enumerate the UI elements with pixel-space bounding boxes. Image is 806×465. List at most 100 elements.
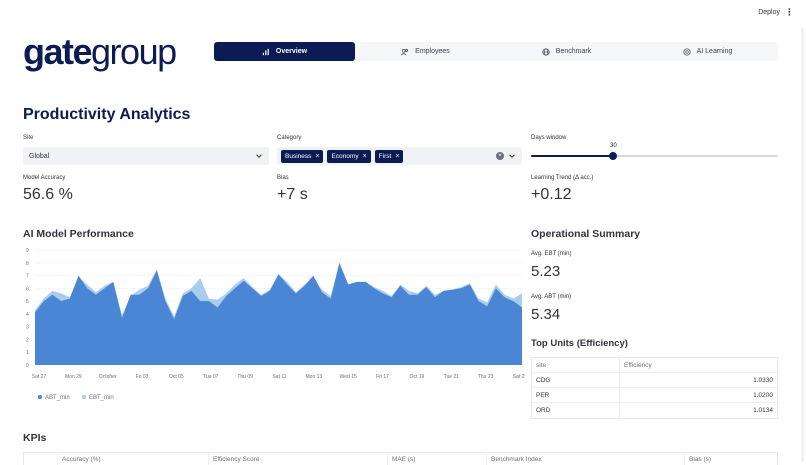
kpis-title: KPIs: [23, 432, 47, 444]
x-tick-label: Tue 07: [203, 374, 219, 380]
column-header[interactable]: Accuracy (%): [58, 453, 209, 465]
legend-item[interactable]: EBT_min: [89, 395, 114, 401]
x-tick-label: Fri 03: [136, 374, 149, 380]
scrollbar[interactable]: [801, 28, 804, 462]
site-select[interactable]: Global: [23, 147, 269, 165]
x-tick-label: October: [99, 374, 117, 380]
chip-business[interactable]: Business ×: [281, 149, 324, 163]
metric-label-trend: Learning Trend (Δ acc.): [531, 175, 594, 181]
chip-label: First: [378, 152, 392, 160]
deploy-button[interactable]: Deploy: [758, 9, 780, 16]
tab-label: AI Learning: [696, 48, 733, 55]
metric-label-accuracy: Model Accuracy: [23, 175, 66, 181]
cell-efficiency: 1.0200: [753, 391, 773, 399]
y-tick-label: 1: [26, 350, 29, 356]
column-header[interactable]: MAE (s): [388, 453, 487, 465]
column-header[interactable]: Efficiency Score: [209, 453, 388, 465]
chip-remove-icon[interactable]: ×: [315, 152, 320, 160]
tab-label: Overview: [275, 48, 308, 55]
y-tick-label: 0: [26, 363, 29, 369]
slider-fill: [531, 155, 614, 157]
x-tick-label: Sat 11: [272, 374, 286, 380]
slider-thumb[interactable]: [609, 152, 618, 160]
column-header[interactable]: Benchmark Index: [487, 453, 685, 465]
metric-value-trend: +0.12: [531, 186, 572, 203]
clear-all-icon[interactable]: ×: [496, 152, 504, 160]
y-tick-label: 4: [26, 312, 29, 318]
ebt-value: 5.23: [531, 263, 561, 280]
ebt-label: Avg. EBT (min): [531, 251, 572, 257]
x-tick-label: Oct 19: [410, 374, 425, 380]
tab-benchmark[interactable]: Benchmark: [496, 42, 637, 61]
tab-label: Benchmark: [555, 48, 592, 55]
site-value: Global: [29, 152, 50, 160]
metric-value-bias: +7 s: [277, 186, 308, 203]
y-tick-label: 3: [26, 325, 29, 331]
cell-site: PER: [532, 388, 620, 402]
tab-ai-learning[interactable]: AI Learning: [637, 42, 778, 61]
chip-remove-icon[interactable]: ×: [395, 152, 400, 160]
x-tick-label: Mon 13: [306, 374, 323, 380]
table-row[interactable]: CDG 1.0330: [532, 373, 777, 388]
performance-area-chart[interactable]: 0 1 2 3 4 5 6 7 8 9 Sat 27 Mon 29 October Fri 03 Oct 0…: [23, 245, 525, 405]
logo-thin: group: [91, 31, 177, 72]
cell-efficiency: 1.0134: [753, 407, 773, 414]
abt-value: 5.34: [531, 306, 561, 323]
tab-label: Employees: [415, 48, 450, 55]
chip-first[interactable]: First ×: [374, 149, 404, 163]
chevron-down-icon[interactable]: [508, 152, 516, 160]
x-tick-label: Thu 09: [237, 374, 253, 380]
column-header[interactable]: [24, 453, 58, 465]
column-header[interactable]: Efficiency: [624, 361, 652, 369]
x-tick-label: Fri 17: [376, 374, 389, 380]
category-label: Category: [277, 135, 302, 141]
kebab-icon[interactable]: ⋮: [785, 7, 794, 17]
x-tick-label: Oct 05: [169, 374, 184, 380]
brain-icon: [683, 47, 691, 56]
tab-employees[interactable]: Employees: [355, 42, 496, 61]
bar-chart-icon: [262, 48, 269, 55]
chevron-down-icon: [256, 154, 262, 158]
table-row[interactable]: PER 1.0200: [532, 388, 777, 403]
ai-performance-title: AI Model Performance: [23, 228, 134, 240]
tab-overview[interactable]: Overview: [214, 42, 355, 61]
top-units-table: site Efficiency CDG 1.0330 PER 1.0200 OR…: [531, 357, 778, 419]
days-slider[interactable]: 30: [531, 143, 778, 160]
y-tick-label: 5: [26, 299, 29, 305]
chip-remove-icon[interactable]: ×: [362, 152, 367, 160]
column-header[interactable]: Bias (s): [689, 456, 712, 463]
nav-tabs: Overview Employees Benchmark AI Learning: [214, 42, 778, 61]
top-units-title: Top Units (Efficiency): [531, 338, 628, 349]
y-tick-label: 7: [26, 274, 29, 280]
x-tick-label: Mon 29: [65, 374, 82, 380]
series-area-abt-min[interactable]: [35, 262, 522, 365]
chip-economy[interactable]: Economy ×: [327, 149, 371, 163]
x-tick-label: Sat 27: [32, 374, 47, 380]
y-tick-label: 6: [26, 286, 29, 292]
globe-icon: [542, 47, 550, 56]
app-toolbar: Deploy ⋮: [0, 0, 806, 28]
category-multiselect[interactable]: Business × Economy × First × ×: [277, 147, 522, 165]
chip-label: Economy: [331, 152, 359, 160]
y-tick-label: 2: [26, 337, 29, 343]
site-label: Site: [23, 135, 34, 141]
users-icon: [401, 48, 409, 55]
y-tick-label: 9: [26, 248, 29, 254]
metric-value-accuracy: 56.6 %: [23, 186, 73, 203]
legend-swatch: [38, 395, 42, 399]
operational-summary-title: Operational Summary: [531, 228, 641, 240]
column-header[interactable]: site: [532, 358, 620, 372]
legend-swatch: [82, 395, 86, 399]
chip-label: Business: [285, 152, 312, 160]
x-tick-label: Wed 15: [340, 374, 357, 380]
days-label: Days window: [531, 135, 567, 141]
page-title: Productivity Analytics: [23, 106, 191, 123]
x-tick-label: Sat 25: [513, 374, 525, 380]
cell-site: ORD: [532, 403, 620, 418]
table-row[interactable]: ORD 1.0134: [532, 403, 777, 418]
logo-bold: gate: [23, 31, 93, 72]
cell-efficiency: 1.0330: [753, 376, 773, 384]
legend-item[interactable]: ABT_min: [45, 395, 70, 401]
y-tick-label: 8: [26, 261, 29, 267]
table-header-row: site Efficiency: [532, 358, 777, 373]
